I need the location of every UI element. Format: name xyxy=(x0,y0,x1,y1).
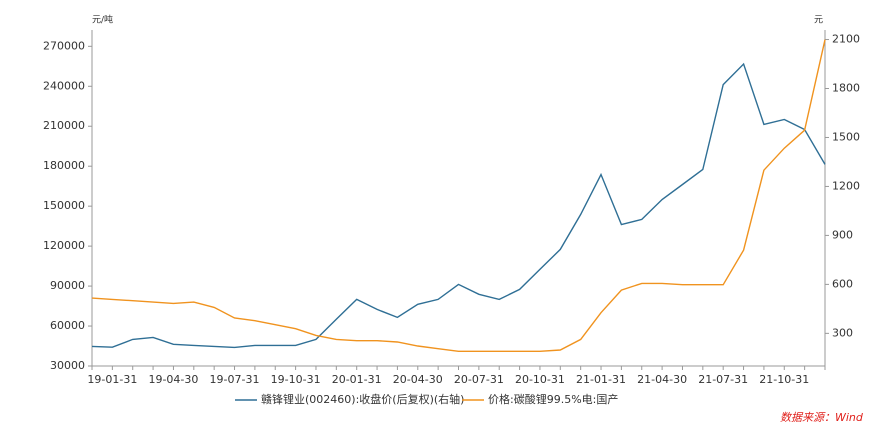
x-tick-label: 21-10-31 xyxy=(759,373,809,386)
y2-tick-label: 300 xyxy=(832,326,853,339)
x-tick-label: 19-07-31 xyxy=(210,373,260,386)
y-tick-label: 120000 xyxy=(43,239,85,252)
x-tick-label: 19-10-31 xyxy=(271,373,321,386)
y-tick-label: 180000 xyxy=(43,159,85,172)
x-tick-label: 21-01-31 xyxy=(576,373,626,386)
x-tick-label: 21-04-30 xyxy=(637,373,687,386)
x-tick-label: 20-07-31 xyxy=(454,373,504,386)
y-tick-label: 30000 xyxy=(50,359,85,372)
y-tick-label: 60000 xyxy=(50,319,85,332)
y2-tick-label: 1500 xyxy=(832,130,860,143)
y-tick-label: 210000 xyxy=(43,119,85,132)
x-tick-label: 19-01-31 xyxy=(87,373,137,386)
x-tick-label: 20-04-30 xyxy=(393,373,443,386)
series-line xyxy=(91,39,826,352)
y-unit: 元/吨 xyxy=(92,14,113,26)
y-tick-label: 90000 xyxy=(50,279,85,292)
y2-unit: 元 xyxy=(814,16,823,26)
y2-tick-label: 900 xyxy=(832,228,853,241)
y2-tick-label: 1200 xyxy=(832,179,860,192)
source: 数据来源：Wind xyxy=(780,411,864,424)
y-tick-label: 270000 xyxy=(43,39,85,52)
y-tick-label: 240000 xyxy=(43,79,85,92)
legend-label: 赣锋锂业(002460):收盘价(后复权)(右轴) xyxy=(261,392,464,406)
x-tick-label: 20-01-31 xyxy=(332,373,382,386)
series-line xyxy=(91,62,826,349)
x-tick-label: 21-07-31 xyxy=(698,373,748,386)
x-tick-label: 19-04-30 xyxy=(148,373,198,386)
y2-tick-label: 600 xyxy=(832,277,853,290)
y2-tick-label: 2100 xyxy=(832,33,860,46)
y2-tick-label: 1800 xyxy=(832,82,860,95)
x-tick-label: 20-10-31 xyxy=(515,373,565,386)
y-tick-label: 150000 xyxy=(43,199,85,212)
legend-label: 价格:碳酸锂99.5%电:国产 xyxy=(488,392,618,406)
